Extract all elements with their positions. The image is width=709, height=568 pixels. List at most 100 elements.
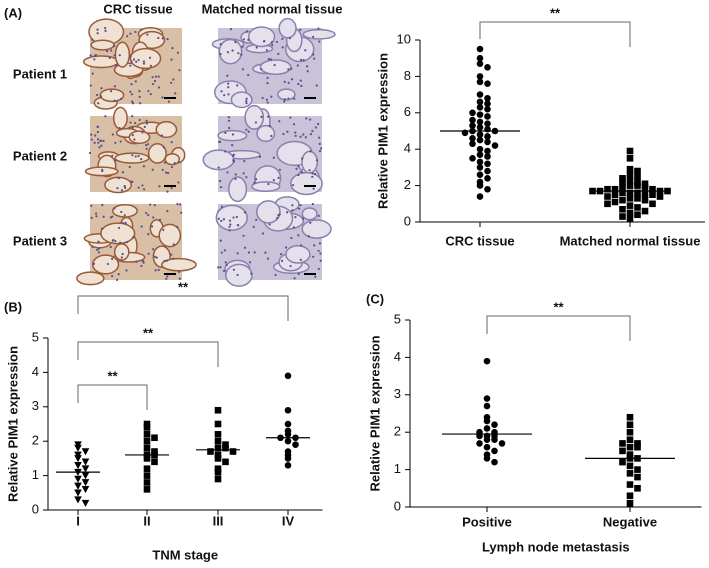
nucleus bbox=[224, 150, 227, 153]
nucleus bbox=[111, 239, 114, 242]
nucleus bbox=[223, 94, 226, 97]
nucleus bbox=[312, 187, 315, 190]
y-tick-label: 4 bbox=[394, 349, 401, 364]
panel-label: (A) bbox=[4, 5, 22, 20]
nucleus bbox=[106, 50, 109, 53]
data-point bbox=[619, 458, 626, 466]
nucleus bbox=[276, 216, 279, 220]
nucleus bbox=[300, 244, 303, 247]
data-point bbox=[476, 118, 484, 126]
data-point bbox=[284, 461, 292, 469]
tissue-structure bbox=[244, 104, 265, 130]
y-tick-label: 6 bbox=[404, 104, 411, 119]
data-point bbox=[611, 185, 619, 193]
nucleus bbox=[90, 138, 93, 141]
nucleus bbox=[96, 130, 100, 134]
data-point bbox=[214, 406, 222, 414]
data-point bbox=[634, 195, 641, 202]
nucleus bbox=[232, 216, 235, 219]
nucleus bbox=[129, 64, 132, 67]
data-point bbox=[649, 191, 656, 198]
nucleus bbox=[142, 62, 146, 65]
nucleus bbox=[317, 249, 320, 253]
nucleus bbox=[170, 141, 173, 144]
data-point bbox=[476, 182, 484, 189]
data-point bbox=[143, 486, 151, 493]
nucleus bbox=[113, 85, 116, 88]
data-point bbox=[81, 472, 90, 480]
nucleus bbox=[243, 211, 247, 214]
data-point bbox=[484, 147, 491, 155]
nucleus bbox=[226, 51, 230, 54]
data-point bbox=[222, 441, 229, 448]
nucleus bbox=[134, 30, 137, 34]
nucleus bbox=[131, 180, 134, 183]
nucleus bbox=[180, 211, 183, 214]
nucleus bbox=[163, 161, 167, 164]
nucleus bbox=[137, 58, 140, 62]
nucleus bbox=[281, 259, 284, 262]
nucleus bbox=[299, 135, 302, 138]
nucleus bbox=[101, 203, 104, 207]
data-point bbox=[476, 104, 484, 111]
tissue-structure bbox=[302, 28, 336, 40]
nucleus bbox=[121, 252, 124, 256]
significance-bracket bbox=[77, 295, 289, 321]
data-point bbox=[81, 486, 90, 494]
data-point bbox=[284, 431, 292, 438]
nucleus bbox=[267, 115, 270, 118]
nucleus bbox=[124, 186, 127, 189]
nucleus bbox=[218, 179, 222, 183]
tissue-structure bbox=[155, 121, 178, 139]
nucleus bbox=[100, 144, 103, 147]
nucleus bbox=[99, 95, 103, 98]
nucleus bbox=[314, 126, 317, 129]
nucleus bbox=[131, 134, 134, 137]
nucleus bbox=[137, 154, 140, 158]
data-point bbox=[214, 437, 222, 445]
nucleus bbox=[139, 28, 143, 31]
nucleus bbox=[299, 58, 303, 61]
data-point bbox=[626, 171, 634, 178]
nucleus bbox=[178, 69, 181, 72]
tissue-structure bbox=[76, 271, 105, 286]
significance-label: ** bbox=[143, 325, 154, 340]
tissue-structure bbox=[111, 203, 138, 218]
nucleus bbox=[283, 98, 287, 101]
nucleus bbox=[155, 256, 158, 259]
data-point bbox=[626, 165, 634, 173]
nucleus bbox=[231, 133, 235, 136]
nucleus bbox=[299, 28, 302, 31]
nucleus bbox=[252, 225, 255, 228]
nucleus bbox=[119, 97, 123, 100]
nucleus bbox=[91, 245, 94, 248]
data-point bbox=[476, 45, 484, 53]
data-point bbox=[649, 185, 656, 193]
y-tick-label: 2 bbox=[404, 177, 411, 192]
data-point bbox=[498, 440, 506, 447]
data-point bbox=[619, 213, 626, 220]
nucleus bbox=[254, 177, 258, 181]
nucleus bbox=[162, 146, 165, 149]
nucleus bbox=[98, 146, 101, 149]
data-point bbox=[476, 131, 484, 138]
nucleus bbox=[131, 100, 134, 103]
data-point bbox=[611, 191, 619, 198]
data-point bbox=[81, 458, 90, 466]
nucleus bbox=[226, 171, 229, 174]
significance-bracket bbox=[77, 341, 219, 367]
nucleus bbox=[297, 207, 301, 210]
x-tick-label: Matched normal tissue bbox=[560, 233, 701, 248]
y-tick-label: 5 bbox=[32, 329, 39, 344]
data-point bbox=[469, 122, 476, 129]
nucleus bbox=[281, 46, 284, 49]
nucleus bbox=[134, 155, 137, 158]
nucleus bbox=[245, 176, 248, 179]
nucleus bbox=[299, 258, 302, 262]
histology-images bbox=[76, 17, 336, 287]
y-tick-label: 0 bbox=[404, 213, 411, 228]
nucleus bbox=[145, 211, 148, 215]
data-point bbox=[484, 138, 491, 146]
data-point bbox=[81, 448, 90, 456]
tissue-structure bbox=[228, 176, 248, 203]
